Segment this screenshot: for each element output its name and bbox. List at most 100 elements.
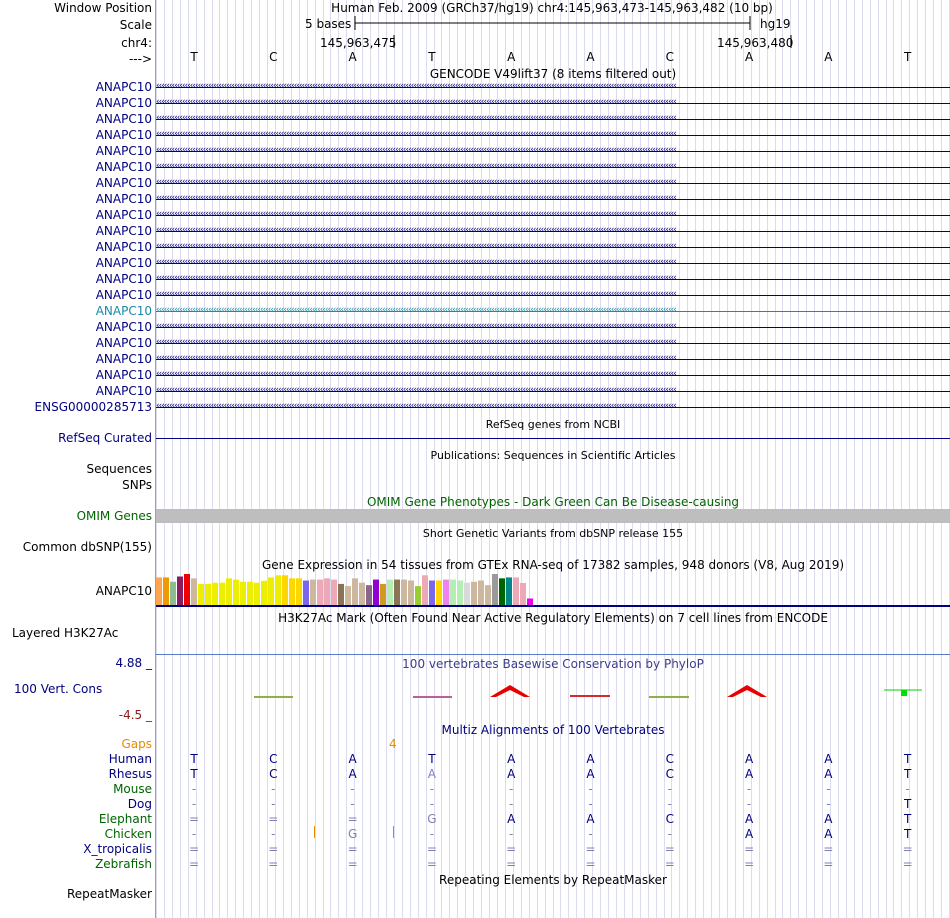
gtex-tissue-bar[interactable] [156,577,162,605]
gencode-gene-row[interactable]: ‹‹‹‹‹‹‹‹‹‹‹‹‹‹‹‹‹‹‹‹‹‹‹‹‹‹‹‹‹‹‹‹‹‹‹‹‹‹‹‹… [156,288,950,302]
gencode-gene-row[interactable]: ‹‹‹‹‹‹‹‹‹‹‹‹‹‹‹‹‹‹‹‹‹‹‹‹‹‹‹‹‹‹‹‹‹‹‹‹‹‹‹‹… [156,400,950,414]
gtex-tissue-bar[interactable] [457,580,463,605]
gencode-gene-label[interactable]: ANAPC10 [95,384,152,398]
gtex-tissue-bar[interactable] [499,578,505,605]
gtex-tissue-bar[interactable] [261,580,267,605]
gencode-gene-label[interactable]: ENSG00000285713 [34,400,152,414]
gencode-gene-row[interactable]: ‹‹‹‹‹‹‹‹‹‹‹‹‹‹‹‹‹‹‹‹‹‹‹‹‹‹‹‹‹‹‹‹‹‹‹‹‹‹‹‹… [156,208,950,222]
gtex-tissue-bar[interactable] [219,582,225,605]
gtex-tissue-bar[interactable] [184,574,190,605]
gencode-gene-label[interactable]: ANAPC10 [95,224,152,238]
gtex-tissue-bar[interactable] [401,579,407,605]
gtex-tissue-bar[interactable] [429,580,435,605]
gtex-tissue-bar[interactable] [366,585,372,605]
gencode-gene-row[interactable]: ‹‹‹‹‹‹‹‹‹‹‹‹‹‹‹‹‹‹‹‹‹‹‹‹‹‹‹‹‹‹‹‹‹‹‹‹‹‹‹‹… [156,128,950,142]
gtex-tissue-bar[interactable] [492,574,498,605]
gencode-gene-row[interactable]: ‹‹‹‹‹‹‹‹‹‹‹‹‹‹‹‹‹‹‹‹‹‹‹‹‹‹‹‹‹‹‹‹‹‹‹‹‹‹‹‹… [156,368,950,382]
gtex-tissue-bar[interactable] [226,578,232,605]
gtex-tissue-bar[interactable] [464,582,470,605]
gtex-tissue-bar[interactable] [436,580,442,605]
gtex-tissue-bar[interactable] [170,581,176,605]
species-label[interactable]: Dog [127,797,152,811]
gtex-tissue-bar[interactable] [422,575,428,605]
gtex-tissue-bar[interactable] [268,577,274,605]
omim-gene-block[interactable] [156,509,950,523]
gencode-gene-label[interactable]: ANAPC10 [95,192,152,206]
gencode-gene-label[interactable]: ANAPC10 [95,144,152,158]
gencode-gene-row[interactable]: ‹‹‹‹‹‹‹‹‹‹‹‹‹‹‹‹‹‹‹‹‹‹‹‹‹‹‹‹‹‹‹‹‹‹‹‹‹‹‹‹… [156,80,950,94]
gencode-gene-row[interactable]: ‹‹‹‹‹‹‹‹‹‹‹‹‹‹‹‹‹‹‹‹‹‹‹‹‹‹‹‹‹‹‹‹‹‹‹‹‹‹‹‹… [156,160,950,174]
gencode-gene-row[interactable]: ‹‹‹‹‹‹‹‹‹‹‹‹‹‹‹‹‹‹‹‹‹‹‹‹‹‹‹‹‹‹‹‹‹‹‹‹‹‹‹‹… [156,320,950,334]
gencode-gene-row[interactable]: ‹‹‹‹‹‹‹‹‹‹‹‹‹‹‹‹‹‹‹‹‹‹‹‹‹‹‹‹‹‹‹‹‹‹‹‹‹‹‹‹… [156,336,950,350]
gencode-gene-label[interactable]: ANAPC10 [95,320,152,334]
gencode-gene-label[interactable]: ANAPC10 [95,208,152,222]
species-label[interactable]: Elephant [98,812,152,826]
gencode-gene-label[interactable]: ANAPC10 [95,176,152,190]
gtex-tissue-bar[interactable] [233,579,239,605]
gtex-tissue-bar[interactable] [282,575,288,605]
gencode-gene-label[interactable]: ANAPC10 [95,160,152,174]
gtex-bar-graph[interactable] [156,572,950,605]
gtex-tissue-bar[interactable] [212,582,218,605]
gtex-tissue-bar[interactable] [345,586,351,605]
phylop-graph[interactable] [156,670,950,710]
repeatmasker-track-label[interactable]: RepeatMasker [66,887,152,901]
gencode-gene-label[interactable]: ANAPC10 [95,352,152,366]
gtex-track-label[interactable]: ANAPC10 [95,584,152,598]
gtex-tissue-bar[interactable] [394,579,400,605]
gencode-gene-row[interactable]: ‹‹‹‹‹‹‹‹‹‹‹‹‹‹‹‹‹‹‹‹‹‹‹‹‹‹‹‹‹‹‹‹‹‹‹‹‹‹‹‹… [156,144,950,158]
h3k27ac-track-label[interactable]: Layered H3K27Ac [12,626,119,640]
gtex-tissue-bar[interactable] [177,576,183,605]
gencode-gene-label[interactable]: ANAPC10 [95,304,152,318]
snps-track-label[interactable]: SNPs [122,478,152,492]
gencode-gene-label[interactable]: ANAPC10 [95,272,152,286]
gtex-tissue-bar[interactable] [324,578,330,605]
gtex-tissue-bar[interactable] [240,581,246,605]
gtex-tissue-bar[interactable] [163,577,169,605]
gencode-gene-row[interactable]: ‹‹‹‹‹‹‹‹‹‹‹‹‹‹‹‹‹‹‹‹‹‹‹‹‹‹‹‹‹‹‹‹‹‹‹‹‹‹‹‹… [156,304,950,318]
gtex-tissue-bar[interactable] [331,579,337,605]
refseq-gene-line[interactable] [156,438,950,439]
gencode-gene-label[interactable]: ANAPC10 [95,288,152,302]
gtex-tissue-bar[interactable] [387,579,393,605]
gtex-tissue-bar[interactable] [380,583,386,605]
gtex-tissue-bar[interactable] [303,580,309,605]
gtex-tissue-bar[interactable] [443,579,449,605]
gencode-gene-label[interactable]: ANAPC10 [95,128,152,142]
gtex-tissue-bar[interactable] [254,582,260,605]
gencode-gene-label[interactable]: ANAPC10 [95,336,152,350]
gencode-gene-label[interactable]: ANAPC10 [95,96,152,110]
gencode-gene-label[interactable]: ANAPC10 [95,80,152,94]
gencode-gene-label[interactable]: ANAPC10 [95,256,152,270]
gtex-tissue-bar[interactable] [352,578,358,605]
track-data-panel[interactable]: Human Feb. 2009 (GRCh37/hg19) chr4:145,9… [156,0,950,918]
gtex-tissue-bar[interactable] [485,585,491,605]
refseq-track-label[interactable]: RefSeq Curated [58,431,152,445]
species-label[interactable]: Chicken [104,827,152,841]
species-label[interactable]: Human [108,752,152,766]
phylop-track-label[interactable]: 100 Vert. Cons [14,682,103,696]
gtex-tissue-bar[interactable] [338,583,344,605]
gencode-gene-row[interactable]: ‹‹‹‹‹‹‹‹‹‹‹‹‹‹‹‹‹‹‹‹‹‹‹‹‹‹‹‹‹‹‹‹‹‹‹‹‹‹‹‹… [156,384,950,398]
gtex-tissue-bar[interactable] [289,578,295,605]
species-label[interactable]: Rhesus [108,767,152,781]
gtex-tissue-bar[interactable] [408,580,414,605]
species-label[interactable]: X_tropicalis [83,842,152,856]
gencode-gene-label[interactable]: ANAPC10 [95,240,152,254]
gencode-gene-row[interactable]: ‹‹‹‹‹‹‹‹‹‹‹‹‹‹‹‹‹‹‹‹‹‹‹‹‹‹‹‹‹‹‹‹‹‹‹‹‹‹‹‹… [156,272,950,286]
gtex-tissue-bar[interactable] [478,580,484,605]
gencode-gene-row[interactable]: ‹‹‹‹‹‹‹‹‹‹‹‹‹‹‹‹‹‹‹‹‹‹‹‹‹‹‹‹‹‹‹‹‹‹‹‹‹‹‹‹… [156,112,950,126]
gtex-tissue-bar[interactable] [310,579,316,605]
gtex-tissue-bar[interactable] [506,577,512,605]
gencode-gene-row[interactable]: ‹‹‹‹‹‹‹‹‹‹‹‹‹‹‹‹‹‹‹‹‹‹‹‹‹‹‹‹‹‹‹‹‹‹‹‹‹‹‹‹… [156,352,950,366]
gencode-gene-row[interactable]: ‹‹‹‹‹‹‹‹‹‹‹‹‹‹‹‹‹‹‹‹‹‹‹‹‹‹‹‹‹‹‹‹‹‹‹‹‹‹‹‹… [156,240,950,254]
gtex-tissue-bar[interactable] [373,579,379,605]
gtex-tissue-bar[interactable] [450,579,456,605]
gencode-gene-label[interactable]: ANAPC10 [95,112,152,126]
omim-track-label[interactable]: OMIM Genes [76,509,152,523]
gtex-tissue-bar[interactable] [198,583,204,605]
gtex-tissue-bar[interactable] [513,577,519,605]
gtex-tissue-bar[interactable] [191,578,197,605]
gencode-gene-row[interactable]: ‹‹‹‹‹‹‹‹‹‹‹‹‹‹‹‹‹‹‹‹‹‹‹‹‹‹‹‹‹‹‹‹‹‹‹‹‹‹‹‹… [156,96,950,110]
gtex-tissue-bar[interactable] [415,586,421,605]
